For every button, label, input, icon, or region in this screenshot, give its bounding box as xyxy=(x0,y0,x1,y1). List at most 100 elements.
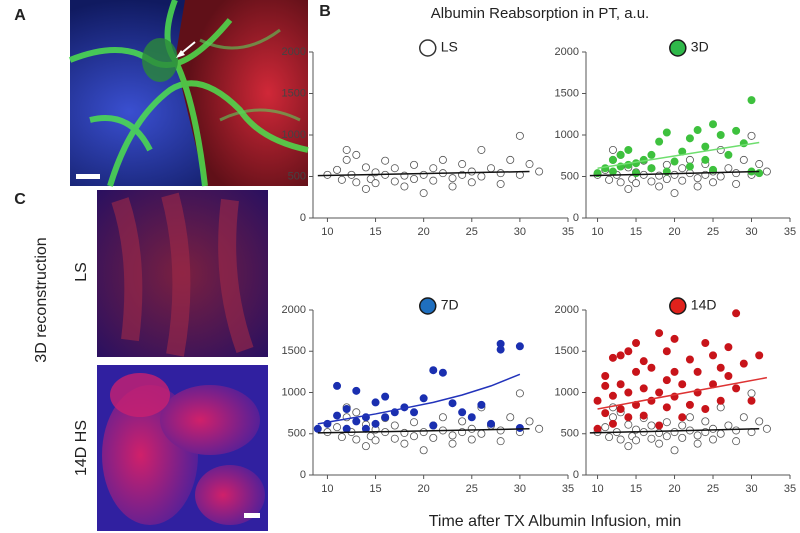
point xyxy=(337,175,346,184)
point xyxy=(525,160,534,169)
point xyxy=(709,435,718,444)
y-tick-label: 1500 xyxy=(555,345,579,357)
point xyxy=(496,437,505,446)
point xyxy=(448,439,457,448)
point xyxy=(429,421,438,430)
point xyxy=(662,418,671,427)
chart-title: 7D xyxy=(441,297,459,313)
point xyxy=(678,413,687,422)
x-tick-label: 30 xyxy=(514,226,526,238)
trend-line xyxy=(317,373,521,425)
title-marker xyxy=(419,39,437,57)
image-label: 14D HS xyxy=(73,420,90,476)
point xyxy=(724,150,733,159)
point xyxy=(678,176,687,185)
x-tick-label: 35 xyxy=(562,483,574,495)
point xyxy=(506,155,515,164)
y-tick-label: 1500 xyxy=(282,87,306,99)
point xyxy=(333,381,342,390)
point xyxy=(361,184,370,193)
point xyxy=(616,435,625,444)
point xyxy=(693,431,702,440)
point xyxy=(410,418,419,427)
point xyxy=(732,126,741,135)
point xyxy=(670,189,679,198)
point xyxy=(525,417,534,426)
x-tick-label: 10 xyxy=(321,226,333,238)
point xyxy=(477,172,486,181)
microscopy-image-c-ls xyxy=(97,190,268,357)
chart-title: LS xyxy=(441,39,458,55)
trend-line xyxy=(589,170,760,177)
title-marker xyxy=(669,297,687,315)
point xyxy=(419,394,428,403)
chart-title: 14D xyxy=(691,297,717,313)
point xyxy=(647,434,656,443)
point xyxy=(601,409,610,418)
point xyxy=(716,363,725,372)
point xyxy=(477,400,486,409)
x-tick-label: 20 xyxy=(668,226,680,238)
point xyxy=(410,408,419,417)
point xyxy=(342,424,351,433)
point xyxy=(438,155,447,164)
x-tick-label: 35 xyxy=(562,226,574,238)
point xyxy=(593,396,602,405)
x-tick-label: 20 xyxy=(418,226,430,238)
point xyxy=(352,178,361,187)
point xyxy=(732,426,741,435)
point xyxy=(624,145,633,154)
point xyxy=(371,419,380,428)
point xyxy=(655,137,664,146)
y-tick-label: 0 xyxy=(300,469,306,481)
point xyxy=(515,389,524,398)
x-tick-label: 30 xyxy=(514,483,526,495)
point xyxy=(693,182,702,191)
point xyxy=(438,413,447,422)
point xyxy=(647,164,656,173)
point xyxy=(601,371,610,380)
point xyxy=(616,404,625,413)
point xyxy=(605,175,614,184)
point xyxy=(458,160,467,169)
x-tick-label: 20 xyxy=(668,483,680,495)
y-tick-label: 1000 xyxy=(282,129,306,141)
y-tick-label: 500 xyxy=(561,170,579,182)
point xyxy=(685,162,694,171)
microscopy-image-c-14d xyxy=(97,365,268,531)
point xyxy=(361,163,370,172)
point xyxy=(515,342,524,351)
point xyxy=(381,392,390,401)
point xyxy=(655,171,664,180)
point xyxy=(624,388,633,397)
point xyxy=(535,424,544,433)
panel-label: C xyxy=(14,191,26,208)
point xyxy=(732,309,741,318)
image-label: LS xyxy=(73,262,90,282)
point xyxy=(709,120,718,129)
point xyxy=(724,343,733,352)
point xyxy=(670,157,679,166)
point xyxy=(670,170,679,179)
figure-header: Albumin Reabsorption in PT, a.u. xyxy=(431,5,649,22)
point xyxy=(608,167,617,176)
x-axis-label: Time after TX Albumin Infusion, min xyxy=(429,513,682,530)
point xyxy=(467,178,476,187)
x-tick-label: 35 xyxy=(784,483,796,495)
y-tick-label: 1500 xyxy=(555,87,579,99)
point xyxy=(709,351,718,360)
point xyxy=(458,408,467,417)
point xyxy=(632,169,641,178)
point xyxy=(410,174,419,183)
point xyxy=(333,165,342,174)
point xyxy=(655,421,664,430)
point xyxy=(716,130,725,139)
x-tick-label: 25 xyxy=(466,226,478,238)
point xyxy=(487,164,496,173)
point xyxy=(655,388,664,397)
point xyxy=(632,436,641,445)
point xyxy=(678,380,687,389)
point xyxy=(506,413,515,422)
y-tick-label: 500 xyxy=(288,428,306,440)
point xyxy=(616,380,625,389)
